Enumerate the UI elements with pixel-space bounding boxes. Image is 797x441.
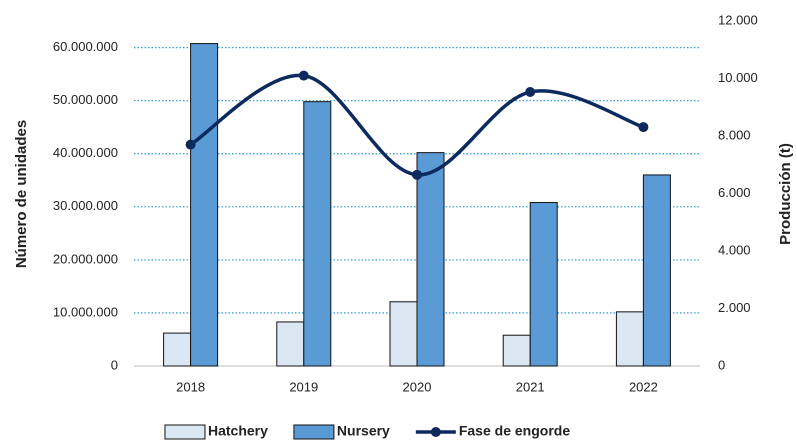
y2-tick-label: 12.000 <box>718 12 758 27</box>
x-tick-label: 2019 <box>289 379 318 394</box>
y-tick-label: 10.000.000 <box>53 304 118 319</box>
line-point <box>525 87 536 98</box>
bar <box>190 43 219 367</box>
y2-axis-title: Producción (t) <box>777 143 794 245</box>
legend-label: Hatchery <box>208 423 268 439</box>
line-point <box>638 122 649 133</box>
legend-swatch <box>430 427 441 437</box>
y-axis-title: Número de unidades <box>13 120 30 268</box>
y-tick-label: 0 <box>111 357 118 372</box>
legend-label: Fase de engorde <box>459 423 570 439</box>
y-tick-label: 20.000.000 <box>53 251 118 266</box>
legend-swatch <box>164 424 206 440</box>
bar <box>163 332 192 367</box>
y2-tick-label: 8.000 <box>718 127 751 142</box>
legend-swatch <box>293 424 335 440</box>
bar <box>276 321 305 367</box>
line-point <box>185 139 196 150</box>
line-point <box>298 70 309 81</box>
bar <box>303 101 332 367</box>
y2-tick-label: 6.000 <box>718 185 751 200</box>
y-tick-label: 30.000.000 <box>53 198 118 213</box>
bar <box>502 334 531 367</box>
y-tick-label: 50.000.000 <box>53 92 118 107</box>
legend-label: Nursery <box>337 423 390 439</box>
line-point <box>412 169 422 180</box>
y-tick-label: 60.000.000 <box>53 39 118 54</box>
y2-tick-label: 0 <box>718 357 725 372</box>
x-tick-label: 2018 <box>176 379 205 394</box>
y-tick-label: 40.000.000 <box>53 145 118 160</box>
bar <box>389 301 418 367</box>
bar <box>642 174 671 367</box>
y2-tick-label: 2.000 <box>718 300 751 315</box>
x-tick-label: 2022 <box>629 379 658 394</box>
bar <box>416 152 445 367</box>
bar <box>529 202 558 367</box>
bar <box>615 311 644 367</box>
y2-tick-label: 4.000 <box>718 242 751 257</box>
y2-tick-label: 10.000 <box>718 70 758 85</box>
x-tick-label: 2021 <box>516 379 545 394</box>
x-tick-label: 2020 <box>403 379 432 394</box>
